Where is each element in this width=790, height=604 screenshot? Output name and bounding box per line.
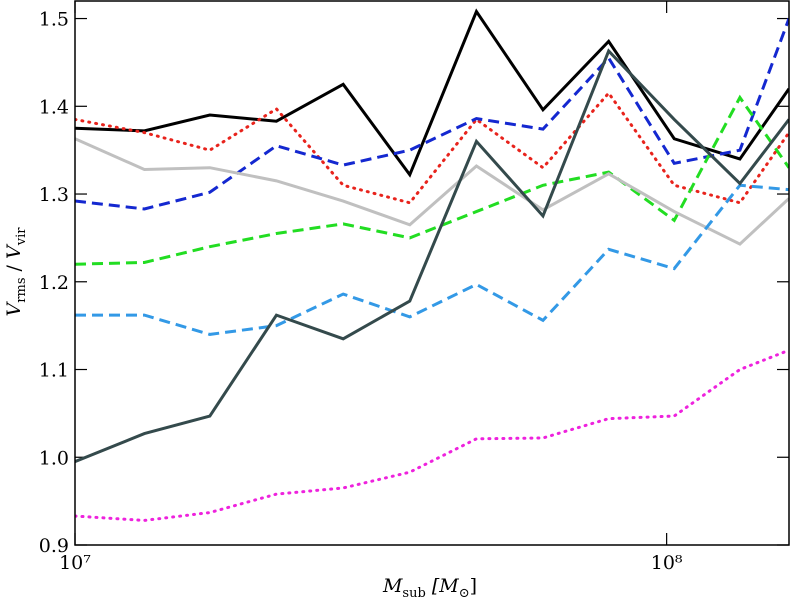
y-tick-label: 0.9 — [39, 535, 69, 557]
x-label-part: M — [382, 575, 403, 597]
x-axis-label: Msub [M⊙] — [382, 575, 477, 601]
x-label-part: [M — [426, 575, 459, 597]
y-label-part: / — [3, 259, 25, 277]
y-label-part: rms — [14, 277, 29, 302]
y-tick-label: 1.3 — [39, 184, 69, 206]
x-tick-label: 10⁸ — [651, 552, 683, 574]
series-line — [75, 8, 789, 178]
series-line — [75, 183, 789, 336]
y-label-part: vir — [14, 227, 29, 247]
y-tick-label: 1.1 — [39, 360, 69, 382]
y-axis-label: Vrms / Vvir — [3, 227, 29, 317]
x-label-part: ] — [470, 575, 477, 597]
y-tick-label: 1.4 — [39, 96, 69, 118]
y-tick-label: 1.2 — [39, 272, 69, 294]
x-label-part: sub — [402, 586, 425, 601]
series-line — [75, 90, 789, 205]
x-label-part: ⊙ — [459, 586, 470, 601]
series-line — [75, 48, 789, 464]
x-tick-label: 10⁷ — [59, 552, 91, 574]
y-tick-label: 1.5 — [39, 9, 69, 31]
series-line — [75, 348, 789, 522]
y-label-part: V — [3, 300, 25, 316]
y-tick-label: 1.0 — [39, 447, 69, 469]
series-line — [75, 18, 789, 211]
plot-frame — [74, 0, 790, 546]
y-label-part: V — [3, 243, 25, 259]
series-line — [75, 137, 789, 246]
